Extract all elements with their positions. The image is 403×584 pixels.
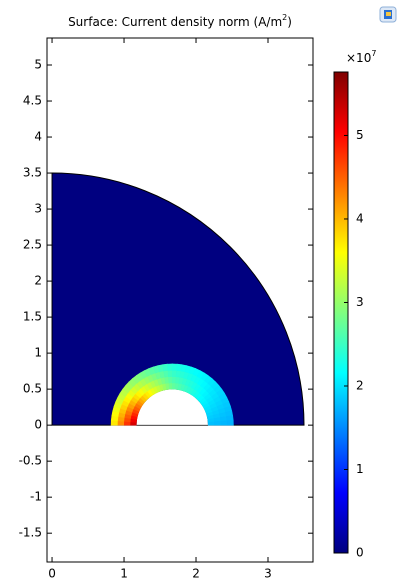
x-tick-label: 2 (192, 567, 200, 581)
ring-cell (163, 370, 169, 378)
y-tick-label: -1.5 (19, 526, 42, 540)
colorbar-tick-label: 4 (356, 211, 364, 225)
y-tick-label: 2 (34, 274, 42, 288)
multiplier-base: ×10 (346, 51, 371, 65)
title-text: Surface: Current density norm (A/m (68, 15, 282, 29)
axes-frame (46, 37, 314, 563)
colorbar-tick-label: 1 (356, 462, 364, 476)
ring-cell (167, 369, 173, 377)
chart-title: Surface: Current density norm (A/m2) (68, 13, 292, 29)
export-icon[interactable] (379, 6, 397, 23)
colorbar-tick-label: 2 (356, 378, 364, 392)
x-tick-label: 0 (48, 567, 56, 581)
y-tick-label: 1 (34, 346, 42, 360)
x-tick-label: 1 (120, 567, 128, 581)
x-tick-label: 3 (264, 567, 272, 581)
y-tick-label: -0.5 (19, 454, 42, 468)
ring-cell (226, 415, 234, 422)
y-tick-label: -1 (30, 490, 42, 504)
ring-cell (207, 421, 215, 426)
title-end: ) (287, 15, 292, 29)
y-tick-label: 0 (34, 418, 42, 432)
y-tick-label: 4.5 (23, 94, 42, 108)
ring-cell (226, 420, 234, 426)
y-tick-label: 1.5 (23, 310, 42, 324)
y-tick-label: 3.5 (23, 166, 42, 180)
y-tick-label: 2.5 (23, 238, 42, 252)
colorbar-tick-label: 0 (356, 546, 364, 560)
y-tick-label: 4 (34, 130, 42, 144)
ring-cell (168, 376, 173, 384)
ring-cell (168, 382, 173, 390)
ring-cell (214, 421, 222, 426)
ring-cell (171, 363, 178, 371)
colorbar-tick-label: 3 (356, 295, 364, 309)
ring-cell (167, 363, 173, 371)
colorbar-multiplier: ×107 (346, 49, 376, 65)
colorbar-tick-label: 5 (356, 128, 364, 142)
ring-cell (219, 416, 228, 422)
ring-cell (162, 363, 169, 372)
multiplier-exponent: 7 (371, 49, 376, 58)
ring-cell (110, 420, 118, 426)
y-tick-label: 0.5 (23, 382, 42, 396)
colorbar (333, 71, 349, 554)
ring-cell (220, 420, 228, 426)
title-sup: 2 (282, 13, 287, 22)
domain-surface (51, 172, 305, 426)
y-tick-label: 5 (34, 58, 42, 72)
y-tick-label: 3 (34, 202, 42, 216)
